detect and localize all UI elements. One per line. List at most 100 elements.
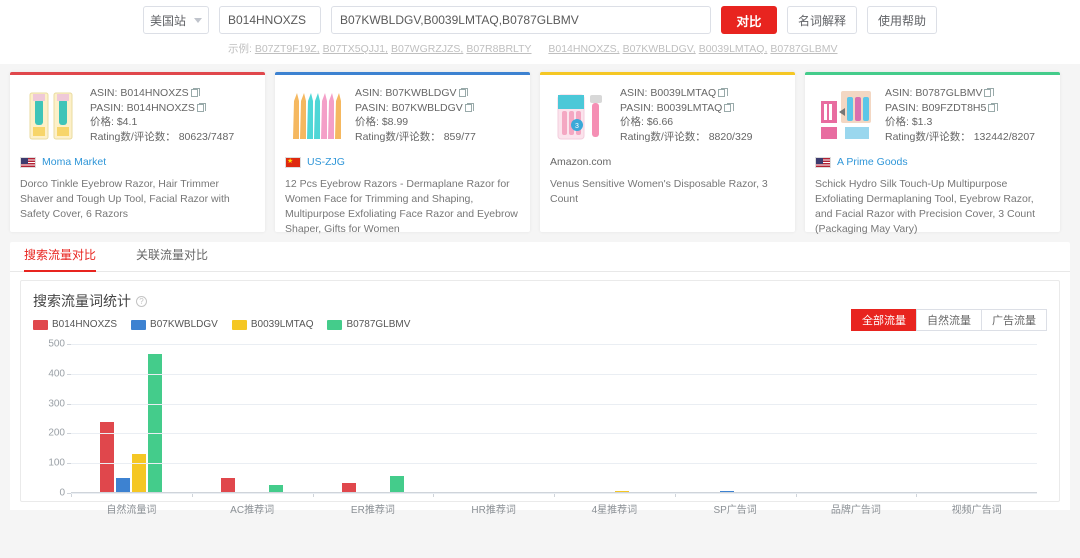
price-label: 价格:: [885, 116, 909, 128]
pasin-row: PASIN: B09FZDT8H5: [885, 101, 1035, 116]
bar[interactable]: [148, 353, 163, 493]
asin-value: B0787GLBMV: [915, 87, 983, 99]
segment-ads-traffic[interactable]: 广告流量: [981, 309, 1047, 331]
tab-related-traffic[interactable]: 关联流量对比: [136, 248, 209, 262]
asin-row: ASIN: B07KWBLDGV: [355, 86, 476, 101]
copy-icon[interactable]: [464, 102, 475, 112]
site-select-label: 美国站: [149, 13, 186, 28]
y-axis-tick-label: 0: [59, 487, 65, 499]
asin-label: ASIN:: [90, 87, 118, 99]
copy-icon[interactable]: [190, 88, 201, 97]
copy-icon[interactable]: [988, 102, 998, 112]
asin-row: ASIN: B0039LMTAQ: [620, 86, 753, 101]
example-asin-link[interactable]: B07KWBLDGV,: [622, 43, 696, 55]
bar-group[interactable]: [433, 344, 554, 497]
product-thumbnail: [285, 85, 347, 147]
seller-row: Amazon.com: [550, 156, 785, 168]
x-axis-tick-label: AC推荐词: [230, 505, 275, 516]
example-asin-link[interactable]: B07ZT9F19Z,: [254, 43, 320, 55]
legend-item[interactable]: B014HNOXZS: [33, 319, 117, 330]
seller-name[interactable]: Moma Market: [42, 156, 107, 168]
x-axis-tick-label: HR推荐词: [471, 505, 516, 516]
compare-button[interactable]: 对比: [720, 6, 777, 34]
tab-search-traffic[interactable]: 搜索流量对比: [24, 246, 97, 272]
bar-group[interactable]: [795, 344, 917, 497]
cn-flag-icon: [285, 156, 301, 168]
traffic-type-segmented-control: 全部流量 自然流量 广告流量: [851, 309, 1047, 331]
example-asin-link[interactable]: B07TX5QJJ1,: [322, 43, 388, 55]
bar-group[interactable]: [312, 344, 434, 497]
rating-value: 8820/329: [708, 130, 753, 143]
example-asin-link[interactable]: B0039LMTAQ,: [698, 43, 768, 55]
product-meta: ASIN: B014HNOXZS PASIN: B014HNOXZS 价格: $…: [90, 85, 234, 147]
bar[interactable]: [116, 477, 131, 493]
copy-icon[interactable]: [196, 102, 207, 112]
y-axis-tick-label: 100: [48, 457, 65, 469]
main-asin-input[interactable]: [218, 6, 321, 34]
glossary-button[interactable]: 名词解释: [786, 6, 857, 34]
y-axis-tick-mark: [67, 344, 71, 345]
segment-all-traffic[interactable]: 全部流量: [851, 309, 916, 331]
site-select[interactable]: 美国站: [142, 6, 209, 34]
price-value: $8.99: [381, 116, 409, 128]
bar-group[interactable]: [674, 344, 796, 497]
rating-row: Rating数/评论数： 859/77: [355, 130, 476, 145]
seller-row: Moma Market: [20, 156, 255, 168]
example-asin-link[interactable]: B07WGRZJZS,: [391, 43, 464, 55]
product-card: ASIN: B014HNOXZS PASIN: B014HNOXZS 价格: $…: [10, 72, 265, 232]
bar-group[interactable]: [554, 344, 675, 497]
pasin-label: PASIN:: [90, 101, 124, 114]
bar[interactable]: [100, 422, 115, 493]
copy-icon[interactable]: [458, 88, 469, 97]
bar[interactable]: [221, 478, 236, 493]
example-asin-link[interactable]: B07R8BRLTY: [466, 43, 532, 55]
product-card: 3 ASIN: B0039LMTAQ PASIN: B0039LMTAQ 价格:…: [540, 72, 795, 232]
example-asin-link[interactable]: B014HNOXZS,: [548, 43, 620, 55]
copy-icon[interactable]: [718, 88, 728, 97]
pasin-label: PASIN:: [355, 101, 389, 114]
bar[interactable]: [341, 483, 356, 493]
info-circle-icon[interactable]: ?: [136, 295, 147, 307]
pasin-value: B09FZDT8H5: [921, 101, 987, 114]
examples-row: 示例: B07ZT9F19Z, B07TX5QJJ1, B07WGRZJZS, B07…: [0, 41, 1080, 56]
product-cards: ASIN: B014HNOXZS PASIN: B014HNOXZS 价格: $…: [0, 64, 1080, 235]
product-description: Schick Hydro Silk Touch-Up Multipurpose …: [815, 178, 1036, 235]
gridline: 500: [48, 339, 1037, 350]
asin-label: ASIN:: [355, 87, 383, 99]
asin-label: ASIN:: [620, 87, 648, 99]
rating-row: Rating数/评论数： 8820/329: [620, 130, 753, 145]
pasin-row: PASIN: B0039LMTAQ: [620, 101, 753, 116]
legend-item[interactable]: B0787GLBMV: [327, 319, 410, 330]
copy-icon[interactable]: [724, 102, 734, 112]
price-row: 价格: $6.66: [620, 115, 753, 130]
bar-group[interactable]: [71, 344, 192, 497]
legend-swatch: [231, 319, 247, 330]
bar[interactable]: [720, 490, 735, 493]
bar[interactable]: [269, 484, 284, 493]
svg-text:3: 3: [575, 123, 579, 130]
seller-name[interactable]: A Prime Goods: [837, 156, 908, 168]
seller-name[interactable]: US-ZJG: [307, 156, 345, 168]
seller-row: US-ZJG: [285, 156, 520, 168]
bar-group[interactable]: [191, 344, 313, 497]
copy-icon[interactable]: [984, 88, 994, 97]
bar[interactable]: [389, 476, 404, 493]
compare-asins-input[interactable]: [330, 6, 711, 34]
product-thumbnail: [815, 85, 877, 147]
bar[interactable]: [132, 453, 147, 493]
y-axis-tick-label: 500: [48, 338, 65, 350]
help-button[interactable]: 使用帮助: [867, 6, 938, 34]
bar-group[interactable]: [916, 344, 1037, 497]
rating-label: Rating数/评论数：: [620, 130, 706, 143]
example-asin-link[interactable]: B0787GLBMV: [770, 43, 838, 55]
y-axis-tick-label: 300: [48, 398, 65, 410]
legend-item[interactable]: B0039LMTAQ: [231, 319, 313, 330]
seller-name: Amazon.com: [550, 156, 612, 168]
legend-item[interactable]: B07KWBLDGV: [131, 319, 218, 330]
gridline: 400: [48, 368, 1037, 379]
product-meta: ASIN: B0039LMTAQ PASIN: B0039LMTAQ 价格: $…: [620, 85, 753, 147]
price-row: 价格: $8.99: [355, 115, 476, 130]
segment-organic-traffic[interactable]: 自然流量: [916, 309, 981, 331]
legend-label: B07KWBLDGV: [150, 319, 218, 330]
legend-swatch: [327, 319, 343, 330]
